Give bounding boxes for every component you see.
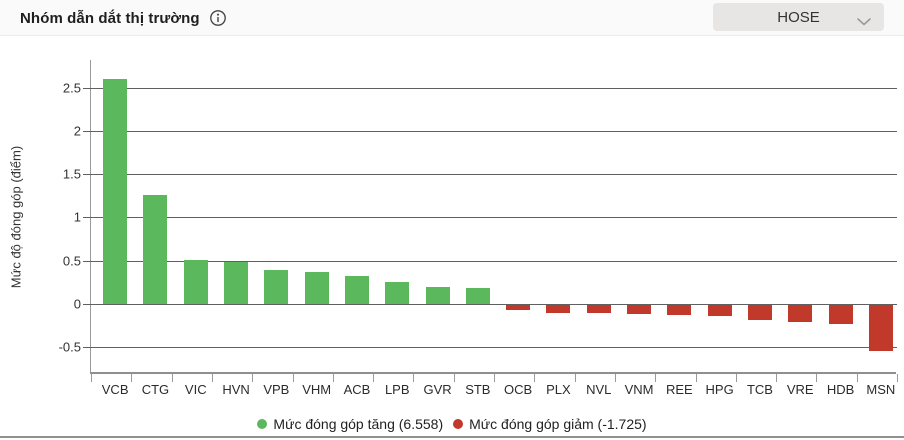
widget-title: Nhóm dẫn dắt thị trường — [20, 9, 200, 27]
bar-vpb[interactable] — [264, 270, 289, 304]
legend-label: Mức đóng góp tăng (6.558) — [273, 416, 444, 432]
x-tick-label-plx: PLX — [546, 382, 571, 397]
x-tick-label-hdb: HDB — [826, 382, 855, 397]
bar-ctg[interactable] — [143, 195, 168, 304]
bar-vnm[interactable] — [627, 304, 652, 314]
x-axis-tick — [735, 374, 737, 382]
x-axis-tick — [131, 374, 133, 382]
x-tick-label-vhm: VHM — [302, 382, 332, 397]
x-axis-tick — [171, 374, 173, 382]
x-axis-tick — [776, 374, 778, 382]
x-axis-tick — [332, 374, 334, 382]
bar-hvn[interactable] — [224, 262, 249, 304]
y-axis-tick — [83, 347, 91, 349]
bar-acb[interactable] — [344, 275, 369, 304]
gridline — [91, 217, 897, 219]
x-tick-label-ctg: CTG — [141, 382, 170, 397]
x-tick-label-vic: VIC — [184, 382, 207, 397]
x-tick-label-lpb: LPB — [384, 382, 410, 397]
bar-ocb[interactable] — [506, 304, 531, 310]
x-axis-tick — [816, 374, 818, 382]
bar-lpb[interactable] — [385, 282, 410, 304]
contribution-chart: Mức độ đóng góp (điểm) 2.5 2 1.5 1 0.5 0 -0.5 V… — [0, 36, 904, 438]
x-axis-tick — [211, 374, 213, 382]
x-tick-label-stb: STB — [465, 382, 491, 397]
bar-stb[interactable] — [465, 288, 490, 304]
y-axis-tick — [83, 87, 91, 89]
x-tick-label-msn: MSN — [866, 382, 896, 397]
y-axis-title: Mức độ đóng góp (điểm) — [8, 145, 24, 289]
x-tick-label-vnm: VNM — [624, 382, 654, 397]
x-tick-label-acb: ACB — [343, 382, 371, 397]
y-tick-label: 0.5 — [62, 253, 81, 269]
bar-ree[interactable] — [667, 304, 692, 315]
gridline — [91, 87, 897, 89]
gridline — [91, 174, 897, 176]
bar-hdb[interactable] — [828, 304, 853, 325]
y-axis-tick — [83, 130, 91, 132]
x-tick-label-hpg: HPG — [705, 382, 734, 397]
gridline — [91, 303, 897, 305]
y-axis-tick — [83, 260, 91, 262]
plot-area: 2.5 2 1.5 1 0.5 0 -0.5 VCB CTG VIC HVN VPB VHM ACB LPB… — [59, 60, 898, 397]
legend-dot-up — [257, 419, 268, 429]
chart-legend: Mức đóng góp tăng (6.558) Mức đóng góp gi… — [0, 412, 904, 436]
x-axis-tick — [91, 374, 92, 382]
bar-nvl[interactable] — [586, 304, 611, 314]
y-axis-tick — [83, 303, 91, 305]
x-tick-label-hvn: HVN — [222, 382, 250, 397]
legend-dot-down — [453, 419, 464, 429]
x-axis-tick — [413, 374, 415, 382]
y-tick-label: 1.5 — [62, 166, 81, 182]
gridline — [91, 130, 897, 132]
x-tick-label-gvr: GVR — [423, 382, 452, 397]
bar-vic[interactable] — [183, 260, 208, 304]
gridline — [91, 347, 897, 349]
legend-label: Mức đóng góp giảm (-1.725) — [469, 416, 647, 432]
x-tick-label-tcb: TCB — [746, 382, 773, 397]
y-tick-label: 0 — [73, 296, 81, 312]
bar-vhm[interactable] — [304, 272, 329, 304]
gridline — [91, 260, 897, 262]
x-axis-tick — [897, 374, 898, 382]
y-tick-label: 1 — [73, 209, 81, 225]
y-axis-tick — [83, 174, 91, 176]
legend-item-down[interactable]: Mức đóng góp giảm (-1.725) — [453, 416, 647, 432]
x-axis-tick — [574, 374, 576, 382]
x-axis-tick — [856, 374, 858, 382]
bar-hpg[interactable] — [707, 304, 732, 316]
x-axis-tick — [494, 374, 495, 382]
y-tick-label: -0.5 — [58, 339, 81, 355]
widget-header: Nhóm dẫn dắt thị trường HOSE — [0, 0, 904, 36]
x-axis-tick — [655, 374, 657, 382]
legend-item-up[interactable]: Mức đóng góp tăng (6.558) — [257, 416, 443, 432]
x-axis-tick — [252, 374, 254, 382]
x-axis-tick — [534, 374, 536, 382]
widget-bottom-border — [0, 436, 904, 438]
y-tick-label: 2 — [73, 123, 81, 139]
bar-gvr[interactable] — [425, 286, 450, 304]
x-tick-label-ocb: OCB — [504, 382, 533, 397]
x-tick-label-ree: REE — [665, 382, 693, 397]
y-axis-tick — [83, 217, 91, 219]
x-axis-tick — [614, 374, 616, 382]
x-axis-tick — [695, 374, 697, 382]
bar-vre[interactable] — [788, 304, 813, 322]
x-tick-label-vpb: VPB — [263, 382, 290, 397]
bar-plx[interactable] — [546, 304, 571, 314]
exchange-dropdown-value: HOSE — [777, 8, 820, 26]
bar-vcb[interactable] — [103, 79, 128, 304]
x-axis-tick — [292, 374, 294, 382]
x-tick-label-nvl: NVL — [586, 382, 612, 397]
x-tick-label-vre: VRE — [786, 382, 814, 397]
y-tick-label: 2.5 — [62, 80, 81, 96]
bar-tcb[interactable] — [747, 304, 772, 321]
chevron-down-icon — [857, 13, 871, 30]
info-circle-icon[interactable] — [209, 9, 227, 27]
exchange-dropdown[interactable]: HOSE — [713, 3, 884, 31]
x-axis-tick — [373, 374, 375, 382]
bar-msn[interactable] — [868, 304, 893, 352]
x-axis-tick — [453, 374, 455, 382]
x-tick-label-vcb: VCB — [101, 382, 129, 397]
